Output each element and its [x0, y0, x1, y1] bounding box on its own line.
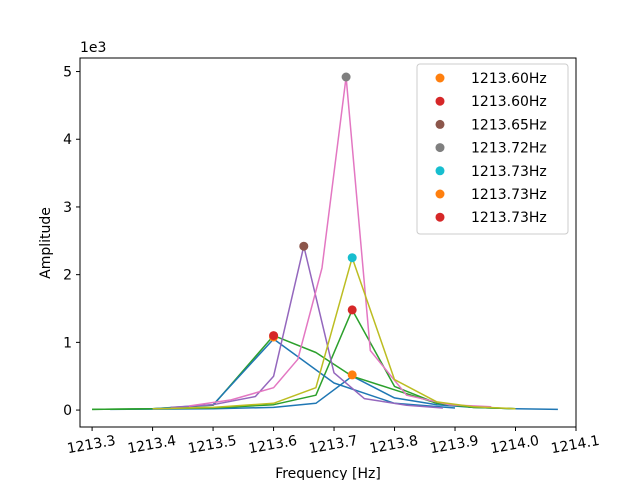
- peak-marker-2: [269, 331, 279, 341]
- peak-marker-6: [347, 370, 357, 380]
- y-tick-label-3: 2: [63, 268, 72, 284]
- y-tick-label-6: 5: [63, 65, 72, 81]
- legend: 1213.60Hz 1213.60Hz 1213.65Hz 1213.72Hz 1213…: [416, 63, 569, 235]
- x-axis-label: Frequency [Hz]: [275, 466, 381, 480]
- legend-marker-2: [435, 96, 445, 106]
- legend-label-7: 1213.73Hz: [471, 210, 547, 226]
- peak-marker-3: [299, 241, 309, 251]
- legend-label-1: 1213.60Hz: [471, 71, 547, 87]
- legend-marker-4: [435, 143, 445, 153]
- legend-marker-5: [435, 166, 445, 176]
- peak-marker-7: [347, 305, 357, 315]
- legend-label-4: 1213.72Hz: [471, 141, 547, 157]
- legend-label-2: 1213.60Hz: [471, 94, 547, 110]
- legend-marker-1: [435, 73, 445, 83]
- legend-marker-7: [435, 212, 445, 222]
- series-line-6: [188, 76, 492, 408]
- legend-label-6: 1213.73Hz: [471, 187, 547, 203]
- y-tick-label-2: 1: [63, 335, 72, 351]
- legend-label-3: 1213.65Hz: [471, 117, 547, 133]
- y-axis-label: Amplitude: [38, 207, 54, 279]
- series-layer: [92, 76, 558, 411]
- plot-frame: [79, 57, 577, 428]
- y-tick-label-5: 4: [63, 132, 72, 148]
- marker-layer: [269, 72, 357, 380]
- y-scale-label: 1e3: [80, 40, 106, 56]
- legend-entries: 1213.60Hz 1213.60Hz 1213.65Hz 1213.72Hz 1213…: [435, 71, 547, 226]
- legend-marker-3: [435, 119, 445, 129]
- legend-marker-6: [435, 189, 445, 199]
- legend-label-5: 1213.73Hz: [471, 164, 547, 180]
- peak-marker-4: [341, 72, 351, 82]
- y-tick-label-1: 0: [63, 403, 72, 419]
- peak-marker-5: [347, 253, 357, 263]
- legend-box: [416, 63, 569, 235]
- y-tick-label-4: 3: [63, 200, 72, 216]
- y-axis-ticks: 0 1 2 3 4 5: [63, 65, 80, 419]
